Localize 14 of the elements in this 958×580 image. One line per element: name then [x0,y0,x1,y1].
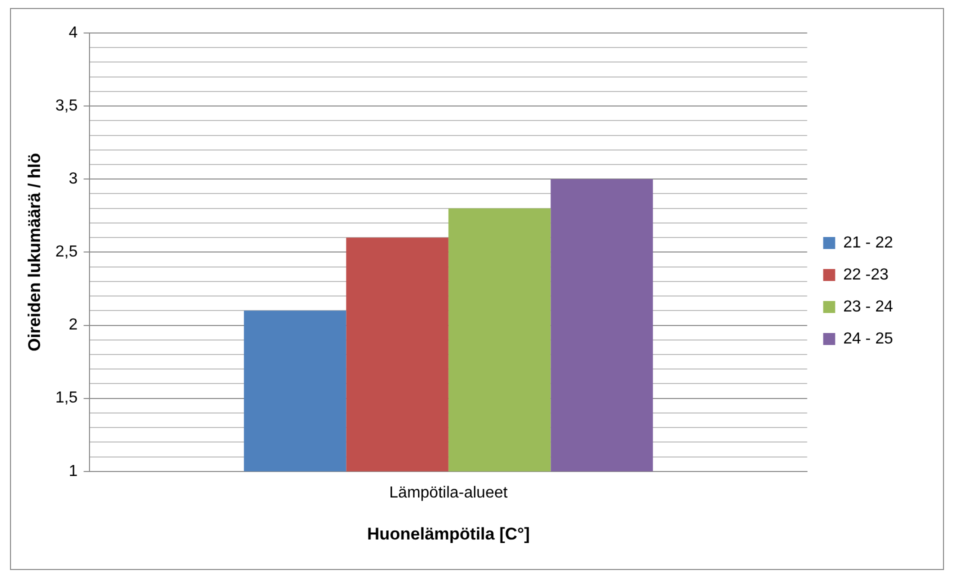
x-axis-title: Huonelämpötila [C°] [367,524,530,544]
x-tick-label: Lämpötila-alueet [389,484,508,502]
legend-label: 22 -23 [843,266,889,284]
legend-label: 24 - 25 [843,330,894,348]
y-tick-label: 1 [68,462,78,480]
legend-label: 23 - 24 [843,298,894,316]
y-tick-label: 2 [68,316,78,334]
y-tick-label: 2,5 [55,244,78,261]
y-tick-label: 3 [68,170,78,188]
y-tick-label: 3,5 [55,97,78,114]
y-axis-title: Oireiden lukumäärä / hlö [24,153,44,352]
y-tick-label: 1,5 [55,390,78,407]
legend-label: 21 - 22 [843,234,894,252]
y-tick-label: 4 [68,24,78,42]
